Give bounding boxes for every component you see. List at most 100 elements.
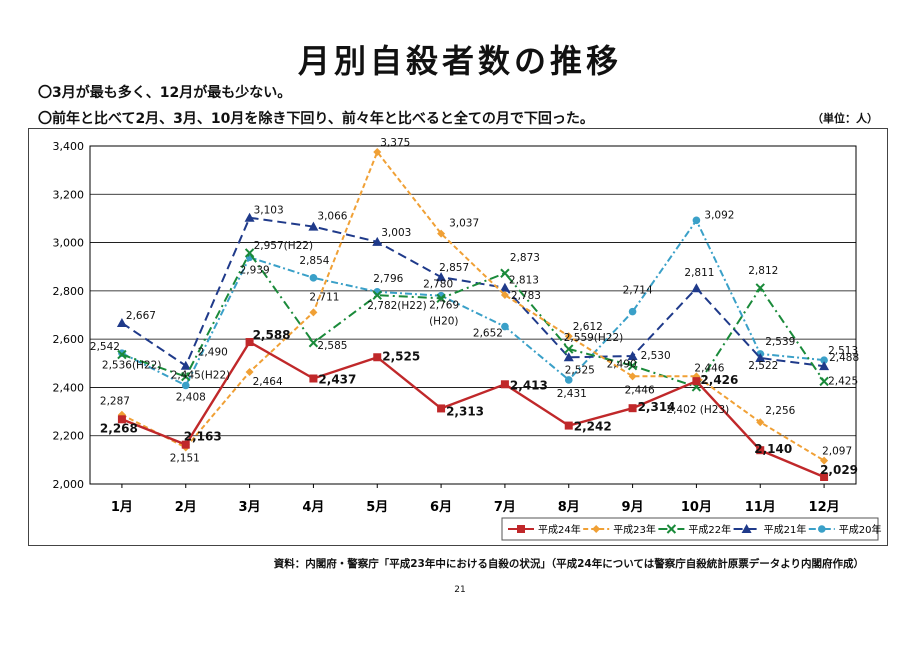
data-label-h23: 2,256 [765, 405, 795, 417]
data-label-h23: 2,612 [573, 321, 603, 333]
data-point-h22 [436, 293, 446, 304]
y-tick-label: 2,800 [53, 285, 85, 298]
data-label-h23: 3,037 [449, 218, 479, 230]
data-label-h22: 2,425 [828, 375, 858, 387]
data-label-h24: 2,163 [184, 430, 222, 444]
data-label-h20: 2,408 [176, 391, 206, 403]
data-label-h20: 2,796 [373, 273, 403, 285]
data-point-h24 [373, 353, 382, 362]
page-title: 月別自殺者数の推移 [297, 42, 622, 80]
chart-legend: 平成24年 平成23年 平成22年 平成21年 平成20年 [501, 517, 882, 541]
unit-label: （単位：人） [812, 112, 878, 125]
data-label-h22: 2,769 [429, 299, 459, 311]
data-label-h20: 2,652 [473, 328, 503, 340]
data-label-h24: 2,588 [253, 328, 291, 342]
y-tick-label: 2,000 [53, 478, 85, 491]
legend-label-h22: 平成22年 [688, 523, 731, 536]
data-label-h20: 2,539 [765, 336, 795, 348]
data-label-h24: 2,413 [510, 378, 548, 392]
data-point-h21 [819, 361, 830, 371]
data-label-h20: 2,542 [90, 341, 120, 353]
data-point-h22 [500, 268, 510, 278]
data-point-h23 [692, 372, 701, 381]
data-label-h22: 2,957(H22) [254, 240, 314, 252]
data-label-h21: 2,525 [565, 364, 595, 376]
data-label-h22: 2,402 (H23) [666, 404, 729, 416]
data-point-h21 [180, 360, 191, 370]
series-lines [116, 148, 830, 481]
data-label-h24: 2,242 [574, 420, 612, 434]
data-label-h22: (H20) [429, 315, 458, 327]
x-tick-label: 9月 [622, 500, 644, 515]
data-label-h20: 3,092 [704, 209, 734, 221]
data-label-h21: 2,522 [748, 360, 778, 372]
data-label-h21: 2,530 [641, 350, 671, 362]
data-point-h24 [564, 421, 573, 430]
data-point-h21 [372, 236, 383, 246]
data-point-h20 [820, 356, 828, 364]
data-label-h22: 2,445(H22) [171, 370, 231, 382]
monthly-suicide-line-chart: 2,000 2,200 2,400 2,600 2,800 3,000 3,200 3,400… [28, 128, 888, 546]
data-label-h21: 2,857 [439, 262, 469, 274]
data-label-h23: 2,097 [822, 446, 852, 458]
data-point-h24 [500, 380, 509, 389]
data-label-h23: 3,375 [380, 137, 410, 149]
data-point-h24 [309, 374, 318, 383]
data-label-h22: 2,536(H22) [102, 360, 162, 372]
summary-note-1: 〇3月が最も多く、12月が最も少ない。 [38, 85, 292, 101]
y-tick-label: 2,400 [53, 381, 85, 394]
data-point-h22 [819, 376, 829, 387]
x-tick-label: 1月 [111, 500, 133, 515]
page-number: 21 [454, 585, 466, 595]
legend-box [501, 517, 879, 541]
x-tick-label: 11月 [745, 500, 776, 515]
data-point-h23 [437, 229, 446, 238]
x-tick-label: 7月 [494, 500, 516, 515]
data-label-h24: 2,140 [754, 442, 792, 456]
data-label-h24: 2,313 [446, 404, 484, 418]
legend-marker-h21 [741, 524, 752, 533]
data-label-h21: 2,667 [126, 310, 156, 322]
x-axis-ticks: 1月 2月 3月 4月 5月 6月 7月 8月 9月 10月 11月 12月 [111, 484, 840, 515]
data-label-h20: 2,854 [299, 255, 329, 267]
data-point-h22 [755, 283, 765, 293]
legend-label-h24: 平成24年 [538, 523, 581, 536]
data-label-h23: 2,287 [100, 396, 130, 408]
data-point-h21 [308, 221, 319, 231]
legend-marker-h23 [592, 525, 601, 533]
data-point-h24 [628, 404, 637, 413]
data-label-h23: 2,711 [309, 291, 339, 303]
data-labels: 2,542 2,408 2,939 2,854 2,796 2,780 2,652 2,431… [90, 137, 859, 477]
data-point-h20 [501, 322, 509, 331]
data-label-h20: 2,780 [423, 279, 453, 291]
data-point-h22 [117, 349, 127, 360]
data-point-h23 [309, 308, 318, 317]
y-tick-label: 3,400 [53, 140, 85, 153]
legend-marker-h24 [517, 525, 525, 533]
data-point-h20 [692, 216, 701, 225]
data-label-h21: 2,488 [829, 352, 859, 364]
data-label-h23: 2,464 [253, 376, 283, 388]
x-tick-label: 4月 [302, 500, 324, 515]
legend-label-h20: 平成20年 [839, 523, 882, 536]
data-point-h24 [181, 440, 190, 449]
data-point-h21 [116, 317, 127, 327]
data-point-h20 [628, 307, 637, 316]
data-label-h24: 2,268 [100, 421, 138, 435]
series-line-h22 [121, 251, 825, 389]
x-tick-label: 3月 [239, 500, 261, 515]
y-tick-label: 3,000 [53, 237, 85, 250]
data-point-h22 [244, 248, 255, 258]
data-label-h21: 2,813 [509, 275, 539, 287]
data-label-h22: 2,812 [748, 265, 778, 277]
data-point-h20 [564, 376, 573, 384]
data-label-h20: 2,714 [623, 285, 653, 297]
data-label-h23: 2,783 [511, 290, 541, 302]
x-tick-label: 2月 [175, 500, 197, 515]
x-tick-label: 12月 [809, 500, 840, 515]
x-tick-label: 5月 [366, 500, 388, 515]
data-label-h21: 3,003 [381, 227, 411, 239]
series-line-h20 [121, 218, 825, 387]
data-point-h24 [245, 338, 254, 347]
data-label-h23: 2,151 [170, 453, 200, 465]
